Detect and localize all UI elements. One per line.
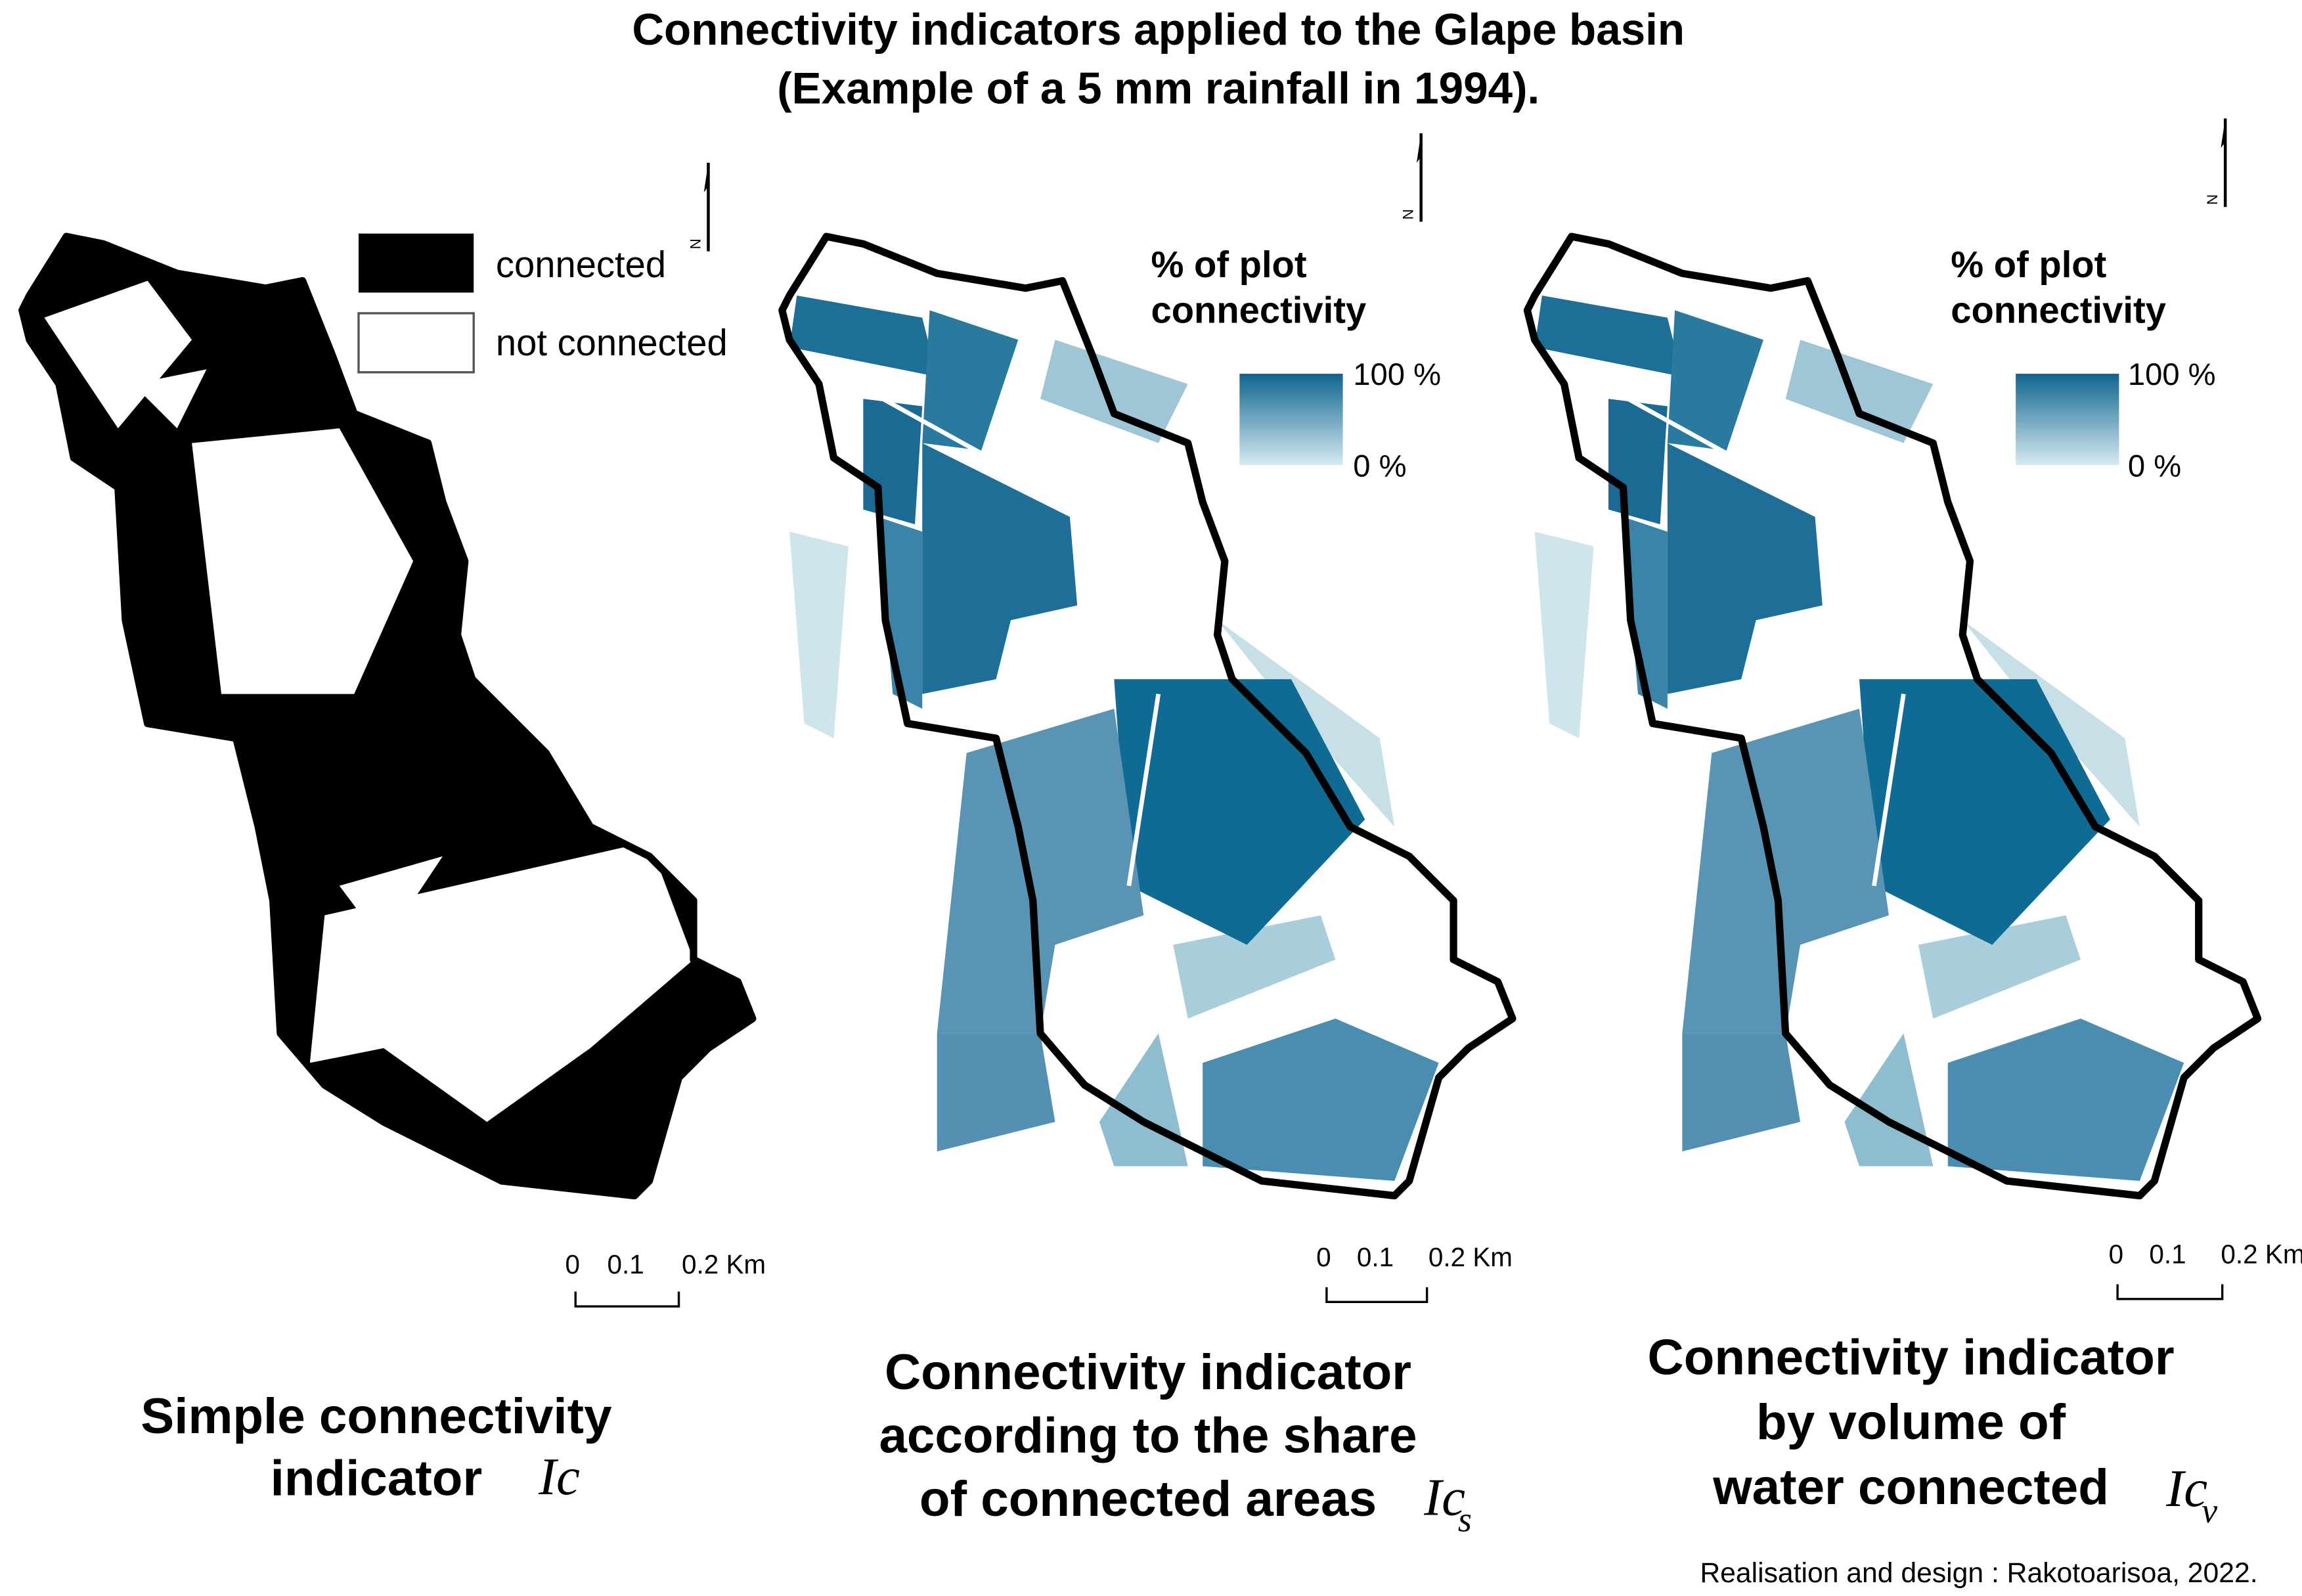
caption-line: water connected [1712, 1459, 2109, 1515]
caption-subscript: v [2202, 1491, 2217, 1530]
not-connected-area [192, 428, 414, 694]
scale-label: 0.2 Km [1428, 1242, 1513, 1272]
north-label: N [2204, 194, 2221, 205]
scale-label: 0 [565, 1249, 580, 1279]
basin-gap [788, 345, 1204, 887]
basin-map [778, 233, 1516, 1200]
caption-subscript: s [1458, 1500, 1472, 1540]
legend-title: % of plot [1151, 244, 1306, 285]
caption-line: indicator [271, 1451, 483, 1507]
legend-label: not connected [496, 322, 728, 363]
legend-swatch [358, 233, 474, 293]
legend-label: 100 % [2128, 357, 2216, 391]
plot [1534, 295, 1683, 377]
plot [937, 709, 1144, 1034]
caption-line: Connectivity indicator [1648, 1329, 2175, 1385]
basin-outline [18, 233, 757, 1200]
scale-label: 0 [2109, 1239, 2124, 1269]
legend-title: connectivity [1151, 290, 1366, 331]
scale-label: 0.2 Km [2221, 1239, 2302, 1269]
not-connected-area [133, 369, 207, 429]
scale-label: 0.2 Km [682, 1249, 766, 1279]
plot [1534, 531, 1594, 739]
basin-map [1523, 233, 2262, 1200]
scale-bar [1325, 1287, 1428, 1303]
legend-title: % of plot [1951, 244, 2106, 285]
scale-bar [574, 1291, 680, 1308]
basin-outline [778, 233, 1516, 1200]
plot [1040, 340, 1188, 443]
north-label: N [687, 238, 703, 249]
scale-label: 0.1 [608, 1249, 644, 1279]
plot [922, 310, 1019, 451]
legend-label: connected [496, 244, 666, 285]
plot [1173, 915, 1336, 1019]
legend-gradient [1239, 374, 1343, 466]
caption-line: according to the share [879, 1408, 1417, 1463]
plot [937, 1033, 1055, 1152]
legend-swatch [357, 312, 475, 374]
plot [1947, 1018, 2184, 1182]
legend-label: 100 % [1353, 357, 1441, 391]
scale-label: 0 [1316, 1242, 1331, 1272]
plot [1667, 310, 1763, 451]
basin-outline [1523, 233, 2262, 1200]
title-line: Connectivity indicators applied to the G… [632, 5, 1685, 55]
plot [1203, 1018, 1439, 1182]
legend-title: connectivity [1951, 290, 2166, 331]
plot [1623, 516, 1668, 709]
legend-label: 0 % [1353, 448, 1406, 483]
scale-label: 0.1 [1357, 1242, 1394, 1272]
legend-label: 0 % [2128, 448, 2181, 483]
caption-line: Simple connectivity [141, 1388, 612, 1444]
basin-map [18, 233, 757, 1200]
not-connected-area [44, 280, 192, 429]
legend-gradient [2016, 374, 2119, 466]
scale-label: 0.1 [2149, 1239, 2186, 1269]
not-connected-area [309, 841, 694, 1122]
caption-symbol: Ic [1423, 1468, 1465, 1526]
plot [1682, 709, 1889, 1034]
caption-symbol: Ic [2165, 1459, 2207, 1518]
plot [922, 443, 1078, 694]
title-line: (Example of a 5 mm rainfall in 1994). [777, 64, 1539, 114]
basin-gap [1534, 345, 1949, 887]
north-arrow-head [1416, 133, 1421, 163]
credit: Realisation and design : Rakotoarisoa, 2… [1700, 1557, 2257, 1589]
plot [789, 295, 937, 377]
plot [1682, 1033, 1801, 1152]
scale-bar [2116, 1284, 2224, 1300]
plot [1785, 340, 1934, 443]
caption-line: by volume of [1756, 1394, 2066, 1450]
north-arrow-head [2221, 118, 2226, 148]
plot [1667, 443, 1823, 694]
plot [1918, 915, 2081, 1019]
plot [877, 516, 923, 709]
caption-line: Connectivity indicator [885, 1344, 1411, 1400]
north-label: N [1400, 209, 1417, 219]
plot [789, 531, 849, 739]
caption-line: of connected areas [919, 1471, 1377, 1527]
unconnected-areas [44, 280, 694, 1122]
caption-symbol: Ic [538, 1448, 580, 1506]
